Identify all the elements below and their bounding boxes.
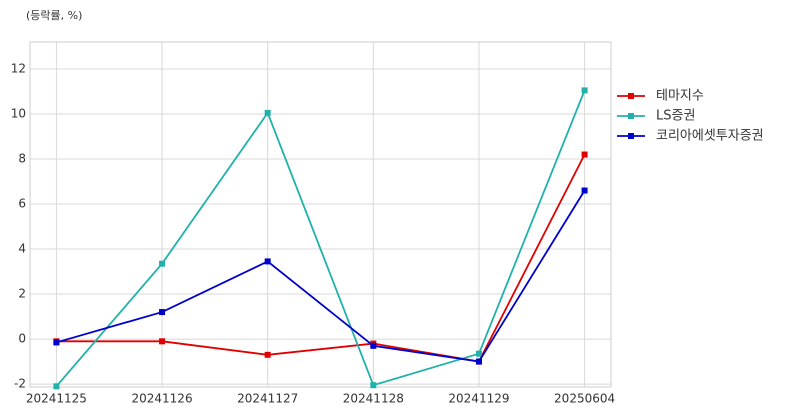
legend-label: 테마지수 [656, 89, 704, 104]
plot-frame [29, 41, 612, 388]
point [581, 151, 588, 158]
legend-marker [628, 93, 634, 99]
y-tick-label: 12 [11, 62, 26, 76]
point [581, 187, 588, 194]
point [264, 109, 271, 116]
point [370, 342, 377, 349]
series-line [56, 190, 586, 363]
legend-label: 코리아에셋투자증권 [656, 129, 764, 144]
point [264, 258, 271, 265]
y-unit-label: (등락률, %) [26, 9, 82, 22]
x-tick-label: 20241128 [343, 392, 404, 406]
point [53, 339, 60, 346]
y-tick-label: 8 [18, 152, 26, 166]
point [159, 260, 166, 267]
point [53, 383, 60, 390]
x-tick-label: 20250604 [554, 392, 615, 406]
x-tick-label: 20241129 [448, 392, 509, 406]
y-tick-label: 10 [11, 107, 26, 121]
y-tick-label: 0 [18, 332, 26, 346]
point [159, 309, 166, 316]
y-tick-label: -2 [14, 377, 26, 391]
legend-marker [628, 113, 634, 119]
x-tick-label: 20241125 [26, 392, 87, 406]
y-tick-label: 6 [18, 197, 26, 211]
series-line [55, 90, 586, 387]
series-line [56, 154, 586, 363]
legend-marker [628, 133, 634, 139]
y-tick-label: 2 [18, 287, 26, 301]
point [581, 87, 588, 94]
point [370, 382, 377, 389]
legend-label: LS증권 [656, 109, 695, 124]
x-tick-label: 20241127 [237, 392, 298, 406]
point [264, 351, 271, 358]
point [475, 350, 482, 357]
x-tick-label: 20241126 [132, 392, 193, 406]
y-tick-label: 4 [18, 242, 26, 256]
point [159, 338, 166, 345]
point [475, 358, 482, 365]
